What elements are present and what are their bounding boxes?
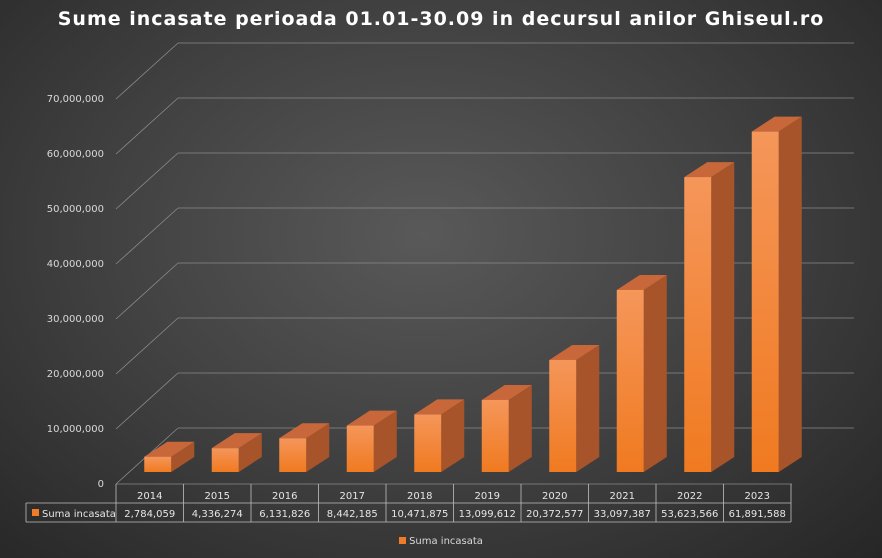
y-tick-label: 10,000,000 xyxy=(47,424,104,435)
legend-swatch xyxy=(399,537,407,544)
bar-side xyxy=(643,274,667,472)
data-label: 33,097,387 xyxy=(594,509,651,520)
data-label: 20,372,577 xyxy=(526,509,583,520)
y-tick-label: 60,000,000 xyxy=(47,149,104,160)
gridline-depth xyxy=(115,97,179,155)
bar-side xyxy=(238,433,262,472)
bar-front xyxy=(616,289,644,472)
bar-front xyxy=(684,177,712,473)
data-label: 61,891,588 xyxy=(729,509,786,520)
bar-top xyxy=(211,433,262,449)
x-tick-label: 2014 xyxy=(137,491,162,502)
y-tick-label: 40,000,000 xyxy=(47,259,104,270)
data-label: 4,336,274 xyxy=(192,509,243,520)
bar-side xyxy=(508,384,532,472)
bar-2018 xyxy=(414,399,465,472)
data-label: 8,442,185 xyxy=(327,509,378,520)
x-tick-label: 2022 xyxy=(677,491,702,502)
data-label: 13,099,612 xyxy=(459,509,516,520)
gridline-depth xyxy=(115,152,179,210)
bars xyxy=(144,116,802,473)
bar-top xyxy=(684,162,735,178)
x-tick-label: 2019 xyxy=(475,491,500,502)
y-tick-label: 20,000,000 xyxy=(47,369,104,380)
gridline-depth xyxy=(115,372,179,430)
gridline-depth xyxy=(115,262,179,320)
gridlines xyxy=(115,42,854,485)
bar-front xyxy=(414,414,442,472)
bar-2019 xyxy=(481,384,532,472)
bar-side xyxy=(373,410,397,472)
bar-2020 xyxy=(549,344,600,472)
chart-title: Sume incasate perioada 01.01-30.09 in de… xyxy=(57,8,825,30)
bar-top xyxy=(346,410,397,426)
bar-front xyxy=(144,456,172,472)
bar-front xyxy=(481,399,509,472)
gridline-depth xyxy=(115,42,179,100)
bar-2016 xyxy=(279,423,330,472)
bar-2014 xyxy=(144,441,195,472)
x-tick-label: 2015 xyxy=(205,491,230,502)
y-tick-label: 30,000,000 xyxy=(47,314,104,325)
bar-top xyxy=(414,399,465,415)
bar-top xyxy=(279,423,330,439)
bar-front xyxy=(549,359,577,472)
bar-2022 xyxy=(684,162,735,473)
x-tick-label: 2021 xyxy=(610,491,635,502)
data-label: 53,623,566 xyxy=(661,509,718,520)
y-axis-tick-labels: 0 10,000,000 20,000,000 30,000,000 40,000,00… xyxy=(47,94,104,490)
bar-top xyxy=(616,274,667,290)
y-tick-label: 70,000,000 xyxy=(47,94,104,105)
y-tick-label: 0 xyxy=(98,479,104,490)
bar-2017 xyxy=(346,410,397,472)
bar-2021 xyxy=(616,274,667,472)
legend-label: Suma incasata xyxy=(409,536,483,547)
bar-front xyxy=(346,425,374,472)
x-tick-label: 2018 xyxy=(407,491,432,502)
table-legend-swatch xyxy=(32,509,39,516)
bar-2015 xyxy=(211,433,262,472)
bar-side xyxy=(778,116,802,473)
x-tick-label: 2020 xyxy=(542,491,567,502)
bar-side xyxy=(711,162,735,473)
gridline-depth xyxy=(115,317,179,375)
bar-side xyxy=(171,441,195,472)
legend: Suma incasata xyxy=(0,536,882,547)
bar-side xyxy=(306,423,330,472)
bar-top xyxy=(481,384,532,400)
data-label: 2,784,059 xyxy=(124,509,175,520)
x-tick-label: 2017 xyxy=(340,491,365,502)
data-label: 10,471,875 xyxy=(391,509,448,520)
bar-2023 xyxy=(751,116,802,473)
bar-top xyxy=(144,441,195,457)
gridline-depth xyxy=(115,207,179,265)
data-table: 2014 2,784,059 2015 4,336,274 2016 6,131,826 2… xyxy=(25,484,792,523)
bar-top xyxy=(549,344,600,360)
x-tick-label: 2023 xyxy=(745,491,770,502)
bar-top xyxy=(751,116,802,132)
y-tick-label: 50,000,000 xyxy=(47,204,104,215)
x-tick-label: 2016 xyxy=(272,491,297,502)
bar-side xyxy=(576,344,600,472)
bar-front xyxy=(751,131,779,473)
data-label: 6,131,826 xyxy=(259,509,310,520)
table-series-label: Suma incasata xyxy=(42,509,116,520)
bar-side xyxy=(441,399,465,472)
bar-front xyxy=(211,448,239,472)
bar-front xyxy=(279,438,307,472)
